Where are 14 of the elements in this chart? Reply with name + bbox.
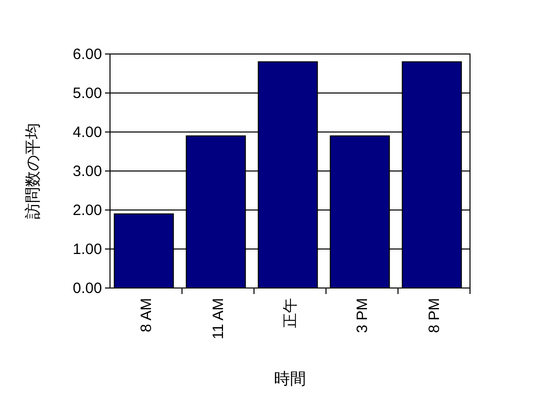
x-tick-label: 3 PM bbox=[354, 298, 371, 334]
y-axis-title: 訪問数の平均 bbox=[24, 123, 42, 219]
x-tick-label: 11 AM bbox=[210, 298, 227, 340]
x-axis-title: 時間 bbox=[274, 370, 306, 388]
y-tick-label: 0.00 bbox=[72, 280, 102, 297]
y-tick-label: 5.00 bbox=[72, 85, 102, 102]
x-tick-label: 8 PM bbox=[426, 298, 443, 334]
y-tick-label: 2.00 bbox=[72, 202, 102, 219]
x-tick-label: 正午 bbox=[282, 298, 299, 328]
y-tick-label: 1.00 bbox=[72, 241, 102, 258]
y-tick-label: 4.00 bbox=[72, 124, 102, 141]
y-tick-label: 3.00 bbox=[72, 163, 102, 180]
y-tick-label: 6.00 bbox=[72, 46, 102, 63]
x-tick-label: 8 AM bbox=[138, 298, 155, 332]
